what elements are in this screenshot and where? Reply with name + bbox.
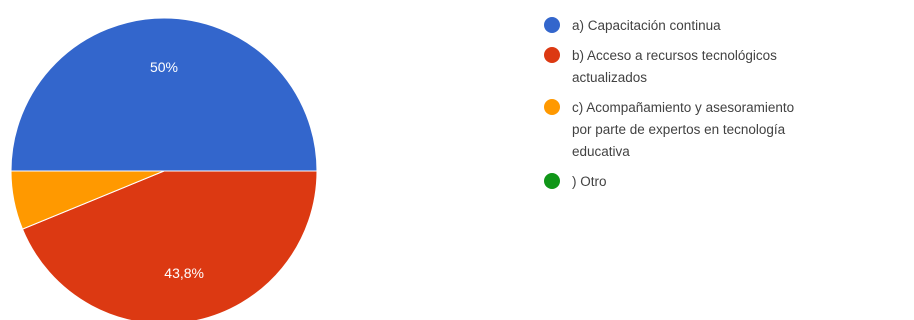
- legend-label-3-line-2: por parte de expertos en tecnología: [572, 122, 786, 137]
- legend-swatch-1: [544, 17, 560, 33]
- slice-label-a: 50%: [150, 59, 178, 75]
- pie-slice-c: [10, 170, 165, 230]
- legend-label-4-line-1: ) Otro: [572, 174, 607, 189]
- legend-item-2: b) Acceso a recursos tecnológicos actuali…: [544, 47, 777, 85]
- legend-label-2-line-1: b) Acceso a recursos tecnológicos: [572, 48, 777, 63]
- legend-swatch-2: [544, 47, 560, 63]
- legend-item-1: a) Capacitación continua: [544, 17, 721, 33]
- slice-label-b: 43,8%: [164, 265, 204, 281]
- legend-label-1-line-1: a) Capacitación continua: [572, 18, 721, 33]
- pie-slices: [10, 17, 318, 320]
- pie-slice-labels: 50% 43,8%: [150, 59, 204, 281]
- legend-item-3: c) Acompañamiento y asesoramiento por par…: [544, 99, 794, 159]
- legend-item-4: ) Otro: [544, 173, 607, 189]
- legend-label-3-line-3: educativa: [572, 144, 630, 159]
- legend-swatch-3: [544, 99, 560, 115]
- legend-label-3-line-1: c) Acompañamiento y asesoramiento: [572, 100, 794, 115]
- legend: a) Capacitación continua b) Acceso a recu…: [544, 17, 794, 189]
- pie-slice-b: [21, 170, 318, 320]
- legend-label-2-line-2: actualizados: [572, 70, 647, 85]
- legend-swatch-4: [544, 173, 560, 189]
- pie-slice-a: [10, 17, 318, 172]
